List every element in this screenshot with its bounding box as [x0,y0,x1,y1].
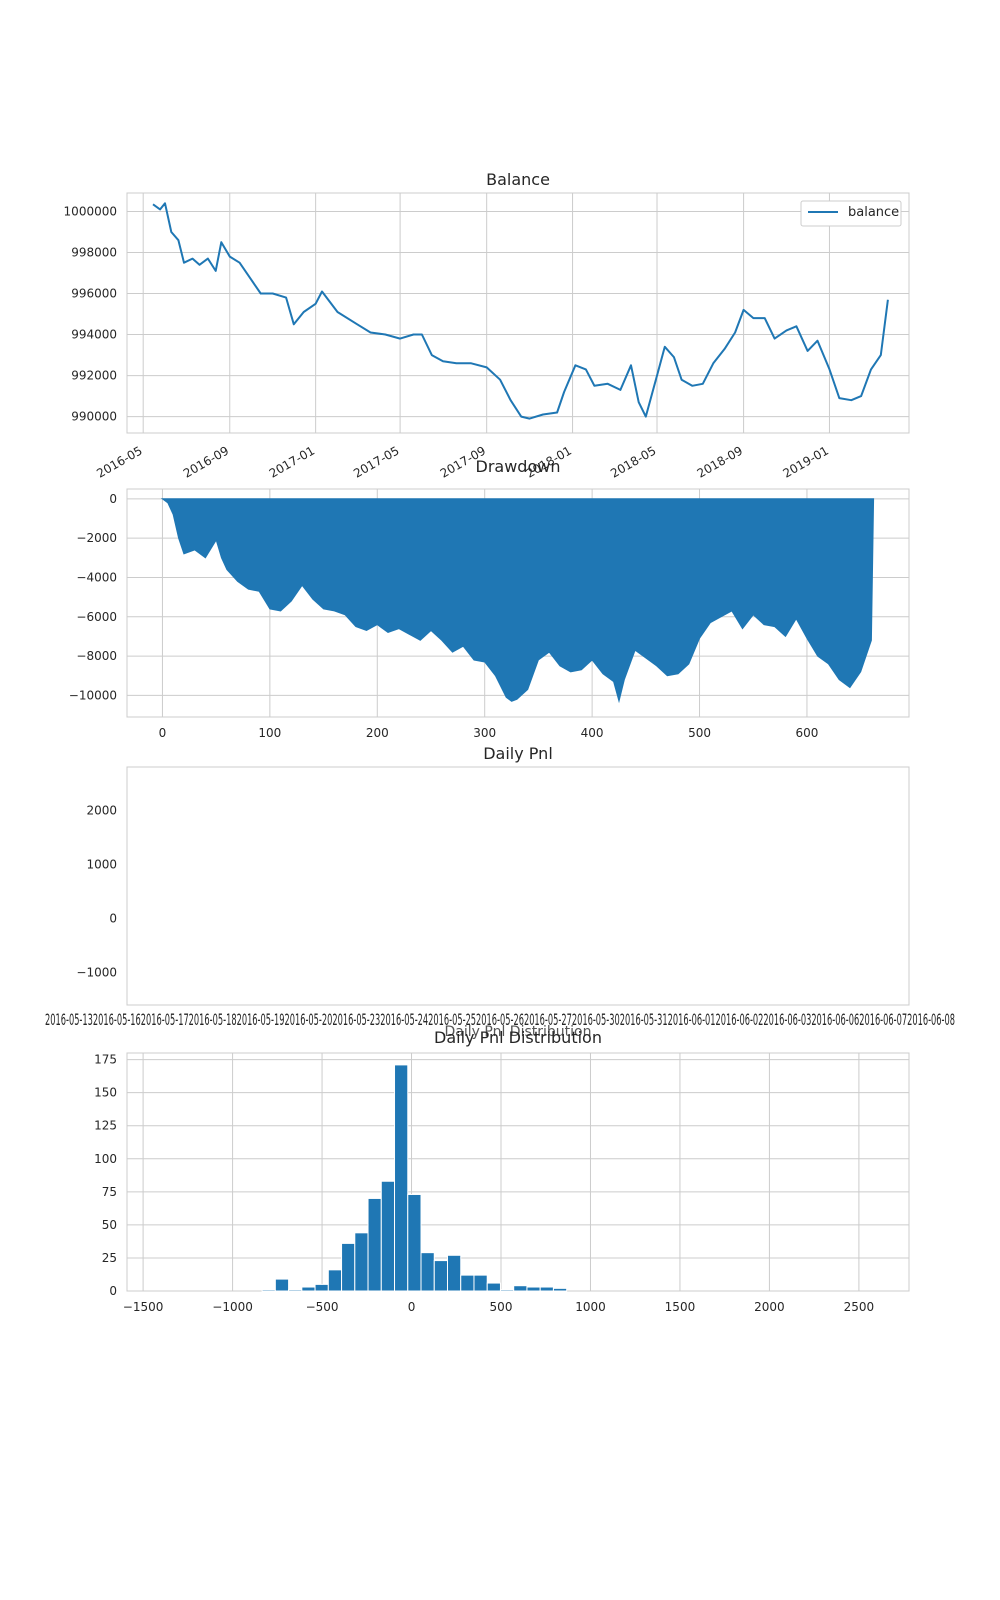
drawdown-y-tick-label: −8000 [76,649,117,663]
drawdown-chart: 0 100 200 300 400 500 600 0 −2000 −4000 −6000 −800… [69,457,910,740]
distribution-x-tick-label: 2000 [754,1300,785,1314]
drawdown-x-tick-label: 300 [473,726,496,740]
distribution-x-tick-label: 1000 [575,1300,606,1314]
daily-pnl-y-tick-label: 2000 [86,803,117,817]
balance-plot-area [126,192,910,434]
drawdown-y-tick-label: −6000 [76,610,117,624]
histogram-bar [341,1242,356,1292]
histogram-bar [380,1180,396,1292]
daily-pnl-xtick-labels: 2016-05-132016-05-162016-05-172016-05-18… [45,1010,955,1029]
distribution-y-tick-label: 150 [94,1086,117,1100]
histogram-bar [261,1289,276,1292]
histogram-bar [327,1269,343,1292]
histogram-bar [394,1064,409,1292]
daily-pnl-plot-area [126,766,910,1006]
distribution-y-tick-label: 50 [102,1218,117,1232]
balance-line [152,202,889,420]
balance-x-tick-label: 2018-05 [608,443,658,480]
daily-pnl-chart: 2000 1000 0 −1000 Daily Pnl 2016-05-132016-… [45,744,955,1029]
histogram-bar [526,1286,541,1292]
distribution-y-tick-label: 175 [94,1053,117,1067]
histogram-bar [314,1283,329,1292]
distribution-y-tick-label: 125 [94,1119,117,1133]
legend-box [800,200,902,227]
drawdown-x-tick-label: 0 [159,726,167,740]
histogram-bar [407,1193,422,1292]
drawdown-area [160,498,875,704]
balance-x-tick-label: 2016-09 [181,443,231,480]
distribution-x-tick-label: 2500 [844,1300,875,1314]
drawdown-y-tick-label: −10000 [69,688,117,702]
drawdown-x-tick-label: 100 [258,726,281,740]
histogram-bar [367,1197,382,1292]
balance-chart: 2016-05 2016-09 2017-01 2017-05 2017-09 2018-… [64,170,910,481]
balance-x-tick-label: 2019-01 [781,443,831,480]
distribution-x-tick-label: 0 [408,1300,416,1314]
balance-x-tick-label: 2018-09 [695,443,745,480]
histogram-bar [420,1252,435,1292]
histogram-bar [552,1287,568,1292]
distribution-title: Daily Pnl Distribution [434,1028,602,1047]
distribution-y-tick-label: 100 [94,1152,117,1166]
distribution-y-tick-label: 0 [109,1284,117,1298]
distribution-y-tick-label: 75 [102,1185,117,1199]
drawdown-x-tick-label: 500 [688,726,711,740]
distribution-y-tick-label: 25 [102,1251,117,1265]
histogram-bar [473,1274,488,1292]
balance-title: Balance [486,170,550,189]
balance-y-tick-label: 1000000 [64,204,117,218]
daily-pnl-y-tick-label: 0 [109,911,117,925]
balance-y-tick-label: 996000 [71,287,117,301]
balance-legend: balance [800,200,902,227]
daily-pnl-y-tick-label: −1000 [76,966,117,980]
histogram-bar [446,1254,462,1292]
distribution-plot-area [126,1052,910,1292]
drawdown-x-tick-label: 600 [796,726,819,740]
drawdown-x-tick-label: 200 [366,726,389,740]
drawdown-x-tick-label: 400 [581,726,604,740]
histogram-bar [486,1282,501,1292]
distribution-x-tick-label: −1500 [123,1300,164,1314]
balance-x-tick-label: 2017-05 [351,443,401,480]
daily-pnl-title: Daily Pnl [483,744,553,763]
histogram-bar [274,1278,290,1292]
histogram-bar [460,1274,475,1292]
histogram-bar [539,1286,554,1292]
histogram-bar [499,1289,515,1292]
distribution-title-overlay: Daily Pnl Distribution [445,1024,592,1040]
histogram-bar [433,1260,448,1292]
balance-x-tick-label: 2016-05 [94,443,144,480]
distribution-x-tick-label: −500 [306,1300,339,1314]
legend-label: balance [848,205,899,220]
histogram-bar [513,1285,528,1292]
distribution-x-tick-label: 1500 [665,1300,696,1314]
drawdown-y-tick-label: −2000 [76,531,117,545]
balance-y-tick-label: 990000 [71,410,117,424]
drawdown-y-tick-label: 0 [109,492,117,506]
distribution-x-tick-label: 500 [490,1300,513,1314]
balance-y-tick-label: 998000 [71,245,117,259]
histogram-bar [301,1286,316,1292]
distribution-x-tick-label: −1000 [212,1300,253,1314]
balance-y-tick-label: 992000 [71,369,117,383]
balance-y-tick-label: 994000 [71,328,117,342]
daily-pnl-y-tick-label: 1000 [86,857,117,871]
drawdown-title: Drawdown [476,457,561,476]
balance-x-tick-label: 2017-01 [267,443,317,480]
pnl-distribution-chart: −1500 −1000 −500 0 500 1000 1500 2000 2500 0 25 50… [94,1024,910,1314]
histogram-bar [288,1289,303,1292]
drawdown-y-tick-label: −4000 [76,570,117,584]
histogram-bar [354,1232,369,1292]
